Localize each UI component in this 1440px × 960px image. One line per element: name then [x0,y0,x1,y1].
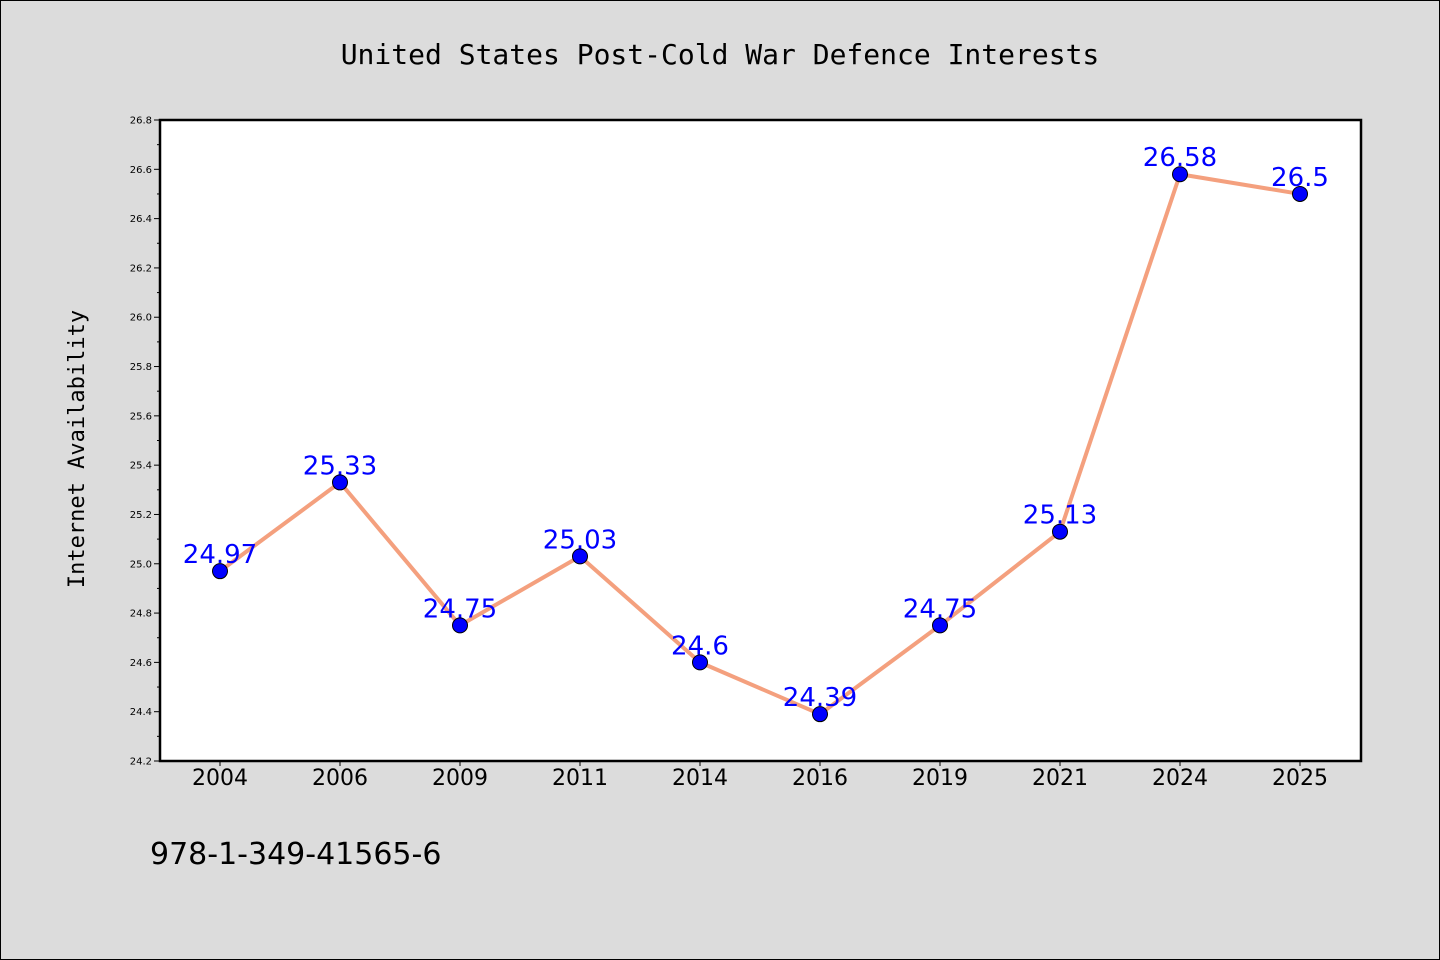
data-label: 24.97 [183,540,257,570]
footnote-isbn: 978-1-349-41565-6 [150,837,441,872]
chart-title: United States Post-Cold War Defence Inte… [341,38,1100,71]
data-point [1172,166,1188,183]
data-label: 26.58 [1143,143,1217,173]
x-tick-label: 2024 [1152,766,1208,791]
x-tick-label: 2019 [912,766,968,791]
data-point [692,654,708,671]
y-tick-label: 25.0 [130,559,152,570]
data-label: 25.03 [543,525,617,555]
data-label: 24.6 [671,631,729,661]
y-tick-label: 25.4 [130,461,152,472]
y-tick-label: 26.2 [130,263,152,274]
x-tick-label: 2014 [672,766,728,791]
data-label: 25.33 [303,451,377,481]
x-tick-label: 2004 [192,766,248,791]
x-tick-label: 2006 [312,766,368,791]
x-tick-label: 2016 [792,766,848,791]
y-tick-label: 24.4 [130,707,152,718]
data-label: 24.75 [423,594,497,624]
y-tick-label: 26.8 [130,116,152,127]
data-labels: 24.97 25.33 24.75 25.03 24.6 24.39 24.75 25.13 2… [183,143,1329,713]
data-point [812,706,828,723]
x-tick-label: 2011 [552,766,608,791]
data-point [932,617,948,634]
data-label: 26.5 [1271,163,1329,193]
y-tick-label: 25.2 [130,510,152,521]
data-point [1052,523,1068,540]
y-axis-label: Internet Availability [65,310,90,588]
series-line [218,172,1301,717]
data-point [452,617,468,634]
series-markers [212,166,1308,723]
y-tick-label: 25.6 [130,411,152,422]
data-point [1292,185,1308,202]
data-point [572,548,588,565]
y-tick-label: 24.6 [130,658,152,669]
plot-area [158,118,1363,763]
x-tick-label: 2025 [1272,766,1328,791]
x-tick-label: 2009 [432,766,488,791]
y-tick-label: 24.8 [130,609,152,620]
y-tick-label: 26.4 [130,214,152,225]
data-label: 24.39 [783,683,857,713]
y-tick-label: 24.2 [130,757,152,768]
y-axis: 24.2 24.4 24.6 24.8 25.0 25.2 25.4 25.6 25.8 26.0… [130,116,160,768]
data-label: 24.75 [903,594,977,624]
y-tick-label: 26.0 [130,313,152,324]
data-label: 25.13 [1023,501,1097,531]
data-point [212,563,228,580]
y-tick-label: 26.6 [130,165,152,176]
x-axis: 2004 2006 2009 2011 2014 2016 2019 2021 2024 2025 [192,761,1328,791]
y-tick-label: 25.8 [130,362,152,373]
data-point [332,474,348,491]
x-tick-label: 2021 [1032,766,1088,791]
